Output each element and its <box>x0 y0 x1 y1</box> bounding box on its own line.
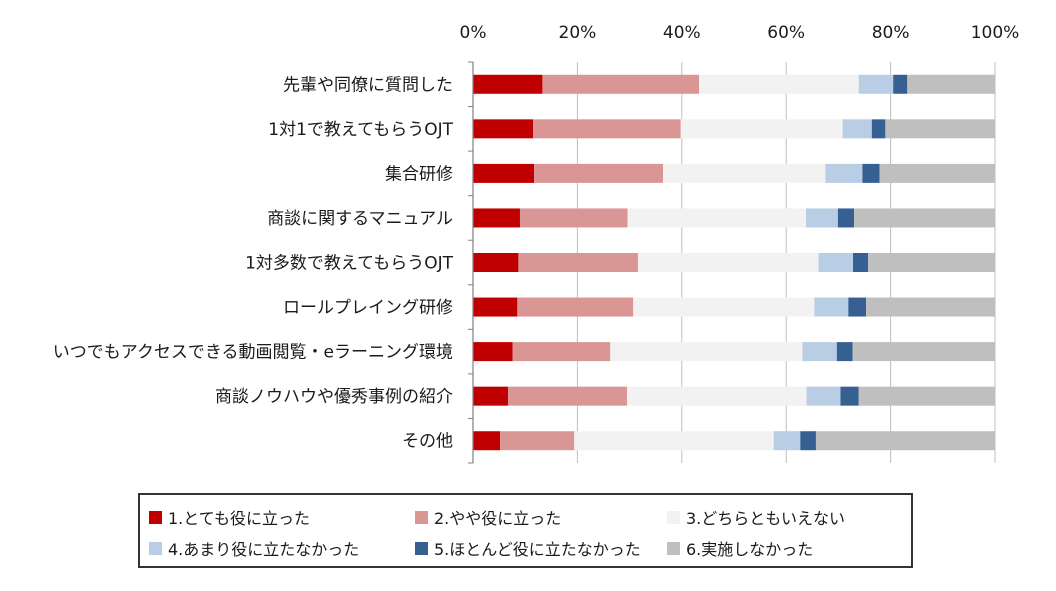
bar-segment <box>574 431 774 451</box>
bar-segment <box>825 163 863 183</box>
bar-segment <box>866 297 995 317</box>
bar-segment <box>473 386 508 406</box>
bar-segment <box>837 208 855 228</box>
bar-segment <box>610 342 803 362</box>
x-tick-label: 80% <box>872 23 910 43</box>
bar-segment <box>842 119 872 139</box>
bar-segment <box>853 253 869 272</box>
bar-segment <box>507 386 627 406</box>
bar-segment <box>815 431 995 451</box>
category-label: 集合研修 <box>385 164 453 184</box>
x-tick-label: 40% <box>663 23 701 43</box>
bar-segment <box>473 253 519 272</box>
legend-swatch <box>667 541 680 555</box>
x-tick-label: 100% <box>971 23 1020 43</box>
bar-segment <box>473 342 513 362</box>
legend-label: 3.どちらともいえない <box>686 509 845 528</box>
legend-swatch <box>149 510 162 524</box>
bar-segment <box>806 386 841 406</box>
legend-item: 5.ほとんど役に立たなかった <box>415 536 641 560</box>
bar-segment <box>542 74 700 94</box>
legend-item: 4.あまり役に立たなかった <box>149 536 359 560</box>
legend-label: 4.あまり役に立たなかった <box>168 540 360 559</box>
bar-segment <box>893 74 908 94</box>
bar-segment <box>806 208 838 228</box>
bar-segment <box>699 74 859 94</box>
legend-item: 6.実施しなかった <box>667 536 813 560</box>
bar-segment <box>637 253 819 272</box>
bar-segment <box>840 386 859 406</box>
bar-segment <box>848 297 867 317</box>
bar-segment <box>885 119 995 139</box>
legend-item: 3.どちらともいえない <box>667 505 845 529</box>
legend-swatch <box>149 541 162 555</box>
bar-segment <box>519 208 628 228</box>
legend-item: 1.とても役に立った <box>149 505 310 529</box>
bar-segment <box>627 208 807 228</box>
bar-segment <box>773 431 801 451</box>
x-tick-label: 60% <box>767 23 805 43</box>
bar-segment <box>854 208 995 228</box>
category-label: いつでもアクセスできる動画閲覧・eラーニング環境 <box>53 343 453 363</box>
category-label: 先輩や同僚に質問した <box>283 75 453 95</box>
x-tick-label: 20% <box>559 23 597 43</box>
legend-label: 5.ほとんど役に立たなかった <box>434 540 641 559</box>
legend-label: 1.とても役に立った <box>168 509 310 528</box>
category-label: 1対多数で教えてもらうOJT <box>245 254 454 274</box>
bar-segment <box>633 297 815 317</box>
bar-segment <box>814 297 849 317</box>
bar-segment <box>818 253 854 272</box>
stacked-bar-chart: 0% 20% 40% 60% 80% 100% 先輩や同僚に質問した 1対1で教えてもらうO… <box>53 23 1020 464</box>
bar-segment <box>858 74 894 94</box>
bar-segment <box>663 163 826 183</box>
bar-segment <box>517 297 634 317</box>
bar-segment <box>626 386 807 406</box>
bar-segment <box>852 342 995 362</box>
bar-segment <box>473 74 543 94</box>
bar-segment <box>473 431 501 451</box>
category-label: 商談ノウハウや優秀事例の紹介 <box>215 387 453 407</box>
bar-segment <box>512 342 611 362</box>
x-axis-ticks: 0% 20% 40% 60% 80% 100% <box>460 23 1020 43</box>
bar-segment <box>868 253 995 272</box>
category-label: その他 <box>402 432 453 452</box>
bar-segment <box>836 342 853 362</box>
legend-swatch <box>415 541 428 555</box>
legend-label: 2.やや役に立った <box>434 509 562 528</box>
legend-item: 2.やや役に立った <box>415 505 561 529</box>
bar-segment <box>858 386 995 406</box>
bar-segment <box>800 431 816 451</box>
bar-segment <box>534 163 664 183</box>
bar-segment <box>473 208 520 228</box>
x-tick-label: 0% <box>460 23 487 43</box>
axes <box>468 61 474 464</box>
bar-segment <box>862 163 880 183</box>
bar-segment <box>473 119 534 139</box>
bar-segment <box>871 119 886 139</box>
category-label: ロールプレイング研修 <box>283 298 453 318</box>
bar-segment <box>533 119 681 139</box>
bar-segment <box>802 342 837 362</box>
bar-segment <box>500 431 575 451</box>
bars <box>473 74 995 451</box>
bar-segment <box>907 74 995 94</box>
legend-label: 6.実施しなかった <box>686 540 814 559</box>
bar-segment <box>473 163 535 183</box>
legend-swatch <box>667 510 680 524</box>
bar-segment <box>879 163 995 183</box>
bar-segment <box>680 119 843 139</box>
category-label: 1対1で教えてもらうOJT <box>268 120 453 140</box>
bar-segment <box>518 253 638 272</box>
bar-segment <box>473 297 518 317</box>
legend-swatch <box>415 510 428 524</box>
category-label: 商談に関するマニュアル <box>267 209 453 229</box>
chart-legend: 1.とても役に立った 2.やや役に立った 3.どちらともいえない 4.あまり役に立たな… <box>138 493 913 568</box>
